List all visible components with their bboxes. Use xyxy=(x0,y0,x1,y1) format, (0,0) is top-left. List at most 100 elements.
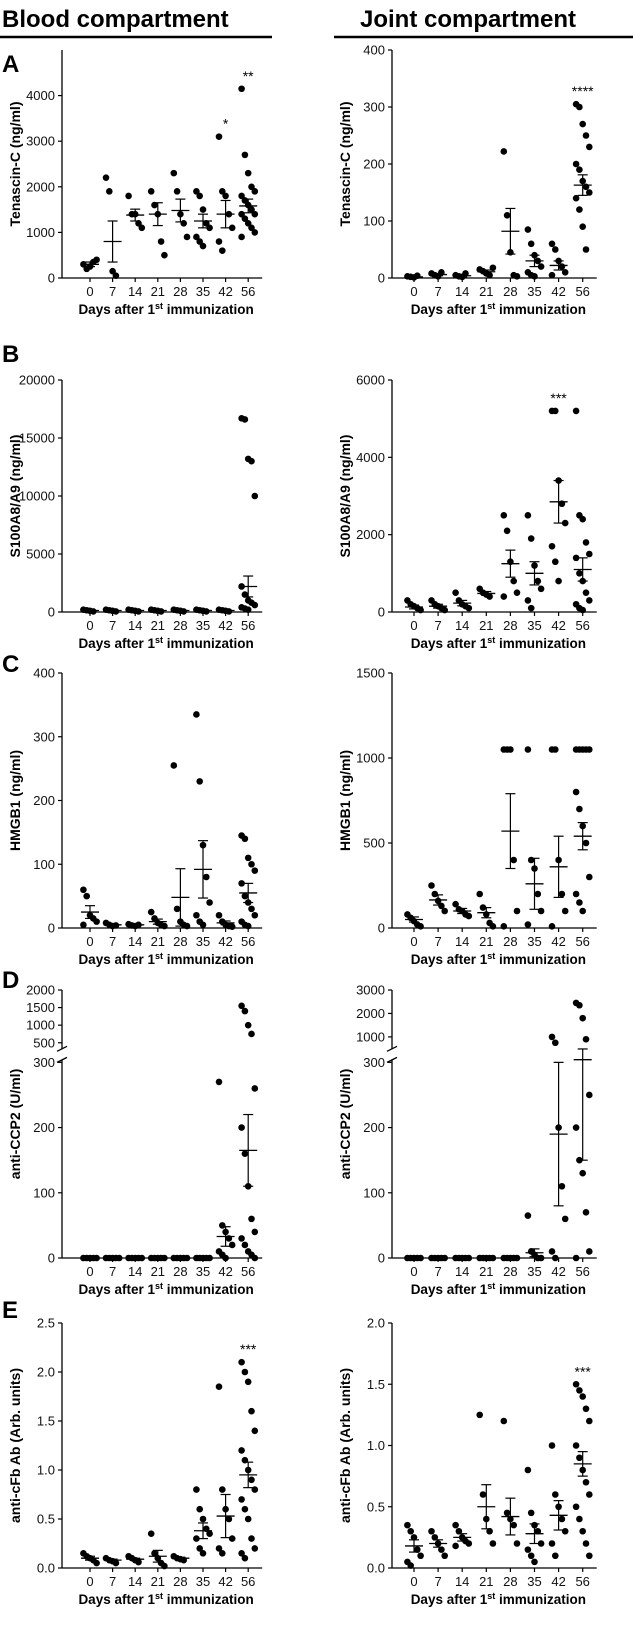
data-point xyxy=(500,593,508,600)
y-tick-label: 3000 xyxy=(26,134,55,149)
data-point xyxy=(251,601,259,609)
data-point xyxy=(244,1515,252,1523)
error-bar xyxy=(481,590,492,596)
error-bar xyxy=(220,199,231,229)
data-point xyxy=(193,188,200,195)
data-point xyxy=(527,240,535,248)
error-bar xyxy=(243,882,254,904)
x-axis-label-text: Days after 1 xyxy=(411,636,488,651)
data-point xyxy=(552,1039,559,1047)
error-bar xyxy=(505,1497,516,1536)
data-point xyxy=(251,1254,259,1262)
data-point xyxy=(534,577,542,585)
y-tick-label: 1.5 xyxy=(367,1377,385,1392)
data-point xyxy=(248,1030,255,1038)
y-tick-label: 15000 xyxy=(19,431,55,446)
x-axis-label-sup: st xyxy=(155,951,163,961)
data-point xyxy=(548,1442,556,1449)
y-tick-label: 4000 xyxy=(26,88,55,103)
y-tick-label: 0 xyxy=(378,1251,385,1266)
data-point xyxy=(183,233,191,241)
x-tick-label: 21 xyxy=(479,1574,493,1589)
panel-letter: C xyxy=(2,651,19,678)
error-bar xyxy=(152,609,163,612)
data-point xyxy=(513,272,521,280)
data-point xyxy=(222,192,229,200)
x-axis-label-tail: immunization xyxy=(495,1282,586,1297)
x-tick-label: 35 xyxy=(196,934,210,949)
error-bar xyxy=(505,793,516,870)
data-point xyxy=(572,407,580,415)
x-axis-label-text: Days after 1 xyxy=(411,952,488,967)
data-point xyxy=(248,224,255,232)
x-tick-label: 42 xyxy=(218,1574,232,1589)
data-point xyxy=(80,886,87,894)
y-tick-label: 500 xyxy=(33,1035,55,1050)
x-tick-label: 42 xyxy=(218,934,232,949)
data-point xyxy=(586,1552,593,1560)
data-point xyxy=(219,1550,226,1557)
data-point xyxy=(431,890,439,898)
data-point xyxy=(476,1411,484,1419)
x-tick-label: 14 xyxy=(455,1264,469,1279)
data-point xyxy=(572,1442,580,1449)
data-point xyxy=(112,272,120,280)
y-axis-label: HMGB1 (ng/ml) xyxy=(7,750,23,851)
error-bar xyxy=(85,905,95,920)
y-tick-label: 0.5 xyxy=(367,1499,385,1514)
x-tick-label: 21 xyxy=(479,284,493,299)
x-tick-label: 7 xyxy=(109,618,116,633)
data-point xyxy=(441,1552,449,1560)
significance-label: * xyxy=(223,116,229,132)
data-point xyxy=(572,890,580,898)
x-tick-label: 28 xyxy=(173,618,187,633)
data-point xyxy=(238,1002,245,1010)
y-axis-label: anti-cFb Ab (Arb. units) xyxy=(337,1368,353,1523)
x-tick-label: 14 xyxy=(128,618,142,633)
error-bar xyxy=(577,174,588,196)
error-bar xyxy=(130,923,141,927)
data-point xyxy=(199,206,207,213)
x-axis-label-text: Days after 1 xyxy=(78,636,155,651)
data-point xyxy=(238,233,245,241)
data-point xyxy=(225,1515,233,1523)
y-axis-label: Tenascin-C (ng/ml) xyxy=(337,102,353,227)
data-point xyxy=(548,1033,556,1041)
error-bar xyxy=(529,561,540,586)
error-bar xyxy=(152,918,163,925)
y-tick-label: 2000 xyxy=(356,1006,385,1021)
y-tick-label: 0 xyxy=(48,1251,55,1266)
y-tick-label: 100 xyxy=(363,214,385,229)
error-bar xyxy=(553,260,564,271)
data-point xyxy=(248,1476,255,1484)
significance-label: *** xyxy=(575,1363,592,1379)
y-tick-label: 300 xyxy=(33,729,55,744)
x-tick-label: 7 xyxy=(109,1574,116,1589)
error-bar xyxy=(220,609,231,612)
data-point xyxy=(93,918,100,925)
data-point xyxy=(552,1254,559,1262)
data-point xyxy=(238,880,245,887)
x-tick-label: 0 xyxy=(410,618,417,633)
x-axis-label-text: Days after 1 xyxy=(78,1592,155,1607)
x-axis-label-sup: st xyxy=(155,301,163,311)
error-bar xyxy=(130,208,141,222)
data-point xyxy=(548,1248,556,1255)
x-tick-label: 42 xyxy=(218,1264,232,1279)
x-tick-label: 21 xyxy=(151,618,165,633)
data-point xyxy=(93,1559,100,1567)
data-point xyxy=(238,85,245,93)
x-tick-label: 56 xyxy=(241,618,255,633)
data-point xyxy=(147,1530,155,1537)
significance-label: ** xyxy=(243,68,254,84)
data-point xyxy=(215,238,223,245)
x-tick-label: 56 xyxy=(575,618,589,633)
data-point xyxy=(582,1405,590,1413)
data-point xyxy=(251,210,259,218)
x-axis-label-tail: immunization xyxy=(163,1282,254,1297)
x-tick-label: 14 xyxy=(128,934,142,949)
error-bar xyxy=(409,604,419,610)
x-axis-label-text: Days after 1 xyxy=(78,302,155,317)
y-tick-label: 0 xyxy=(378,605,385,620)
